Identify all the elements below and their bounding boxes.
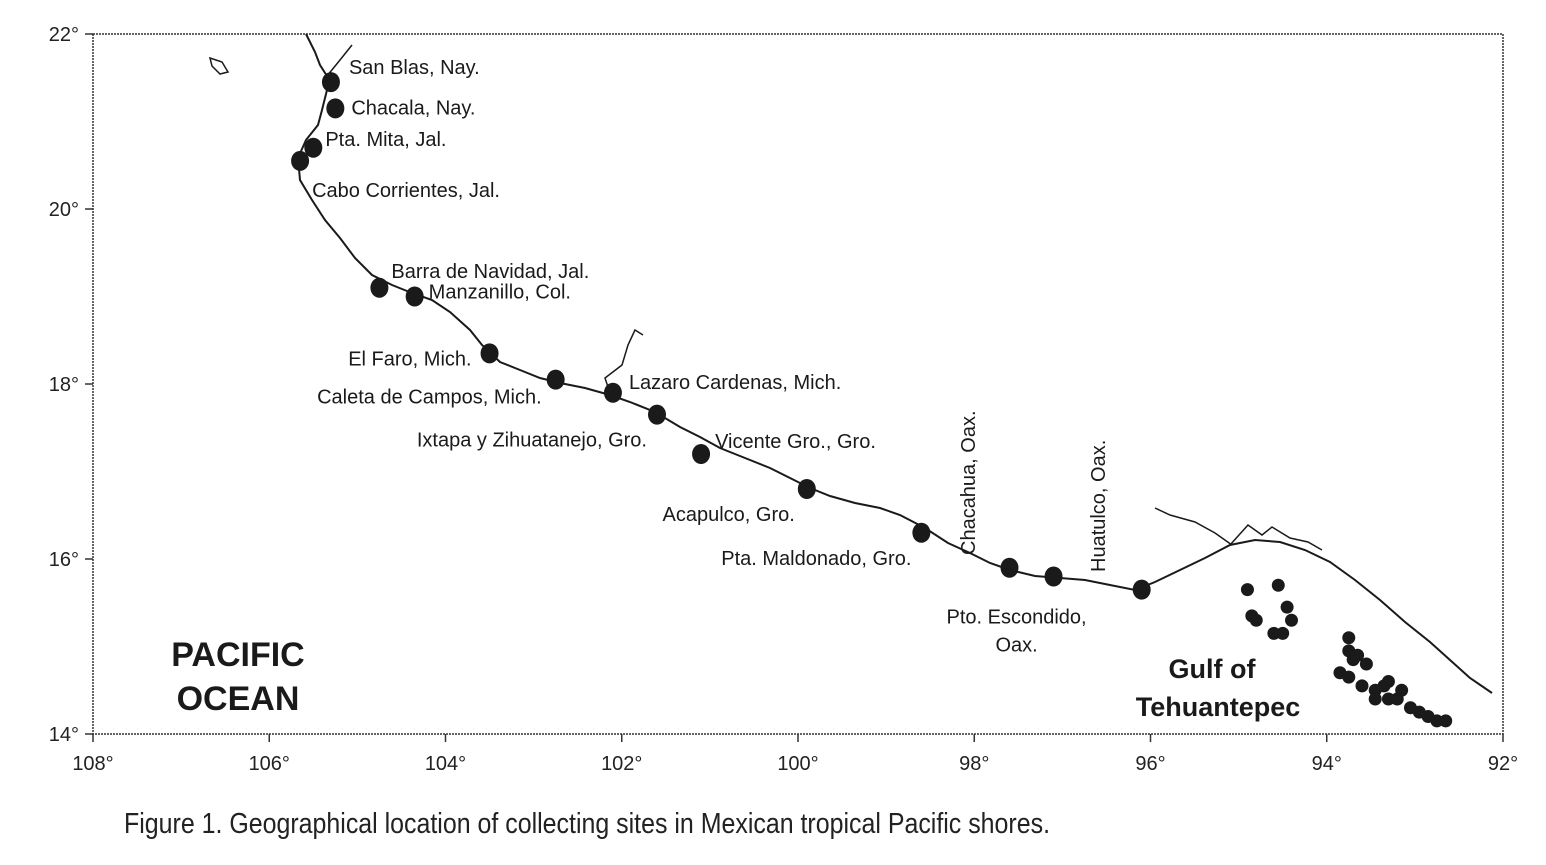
site-label: Pta. Maldonado, Gro. [721, 548, 911, 570]
site-label: Chacahua, Oax. [958, 410, 980, 555]
gulf-sampling-point [1342, 631, 1356, 645]
y-tick-label: 16° [49, 549, 79, 571]
x-tick-label: 100° [777, 753, 818, 775]
x-tick-label: 108° [72, 753, 113, 775]
y-tick-label: 22° [49, 24, 79, 46]
pacific-label-line2: OCEAN [177, 680, 300, 718]
x-tick-label: 102° [601, 753, 642, 775]
river [1229, 524, 1323, 551]
river [326, 44, 353, 77]
figure-caption: Figure 1. Geographical location of colle… [124, 808, 1051, 840]
site-label: Chacala, Nay. [351, 97, 475, 119]
site-markers: San Blas, Nay. Chacala, Nay. Pta. Mita, Ja… [291, 57, 1151, 657]
y-tick-label: 18° [49, 374, 79, 396]
gulf-sampling-point [1439, 714, 1453, 728]
site-label: Ixtapa y Zihuatanejo, Gro. [417, 430, 647, 452]
gulf-label-line2: Tehuantepec [1136, 692, 1301, 722]
gulf-sampling-point [1355, 679, 1369, 693]
gulf-sampling-point [1368, 692, 1382, 706]
site-label: Barra de Navidad, Jal. [391, 261, 589, 283]
gulf-label-line1: Gulf of [1169, 654, 1257, 684]
gulf-sampling-point [1381, 675, 1395, 688]
site-marker [546, 369, 565, 390]
river [1154, 507, 1233, 546]
site-marker [304, 137, 323, 158]
site-label: Caleta de Campos, Mich. [317, 387, 542, 409]
gulf-sampling-point [1359, 657, 1373, 671]
island [208, 56, 230, 75]
gulf-sampling-point [1249, 613, 1263, 627]
river [604, 328, 644, 394]
gulf-sampling-point [1240, 583, 1254, 597]
site-label-line2: Oax. [995, 635, 1037, 657]
gulf-sampling-point [1351, 648, 1365, 662]
site-label: Pto. Escondido, [947, 607, 1087, 629]
x-tick-label: 96° [1135, 753, 1165, 775]
gulf-sampling-point [1395, 683, 1409, 697]
site-label: Huatulco, Oax. [1088, 440, 1110, 572]
site-label: Cabo Corrientes, Jal. [312, 180, 500, 202]
site-marker [692, 444, 711, 464]
gulf-sampling-point [1285, 613, 1298, 627]
x-tick-label: 92° [1488, 753, 1518, 775]
site-marker [1000, 557, 1019, 578]
x-tick-label: 98° [959, 753, 989, 775]
site-marker [326, 98, 345, 119]
site-label: Manzanillo, Col. [429, 282, 571, 304]
site-label: Pta. Mita, Jal. [325, 129, 446, 151]
site-label: Vicente Gro., Gro. [715, 431, 876, 453]
site-marker [603, 382, 622, 403]
site-marker [912, 522, 931, 543]
x-tick-label: 94° [1312, 753, 1342, 775]
y-tick-label: 14° [49, 724, 79, 746]
site-marker [370, 277, 389, 298]
x-tick-label: 104° [425, 753, 466, 775]
gulf-sampling-point [1342, 670, 1356, 684]
site-marker [480, 343, 499, 364]
y-tick-label: 20° [49, 199, 79, 221]
site-label: Acapulco, Gro. [663, 504, 795, 526]
axis-ticks: 108° 106° 104° 102° 100° 98° 96° 94° 92° 22° 20° 18… [49, 24, 1518, 775]
site-label: San Blas, Nay. [349, 57, 480, 79]
pacific-label-line1: PACIFIC [171, 636, 304, 674]
site-marker [648, 404, 666, 425]
gulf-sampling-point [1271, 578, 1285, 592]
site-marker [1044, 566, 1063, 587]
gulf-sampling-point [1276, 626, 1290, 640]
gulf-sampling-point [1280, 600, 1294, 614]
site-label: El Faro, Mich. [348, 348, 471, 370]
coastline [296, 33, 1493, 694]
x-tick-label: 106° [249, 753, 290, 775]
site-marker [797, 479, 816, 499]
site-marker [291, 150, 310, 171]
site-marker [405, 286, 424, 307]
study-area-map: 108° 106° 104° 102° 100° 98° 96° 94° 92° 22° 20° 18… [49, 24, 1518, 775]
site-marker [1132, 579, 1151, 600]
gulf-sampling-points [1240, 578, 1453, 728]
site-marker [321, 72, 340, 93]
site-label: Lazaro Cardenas, Mich. [629, 372, 841, 394]
